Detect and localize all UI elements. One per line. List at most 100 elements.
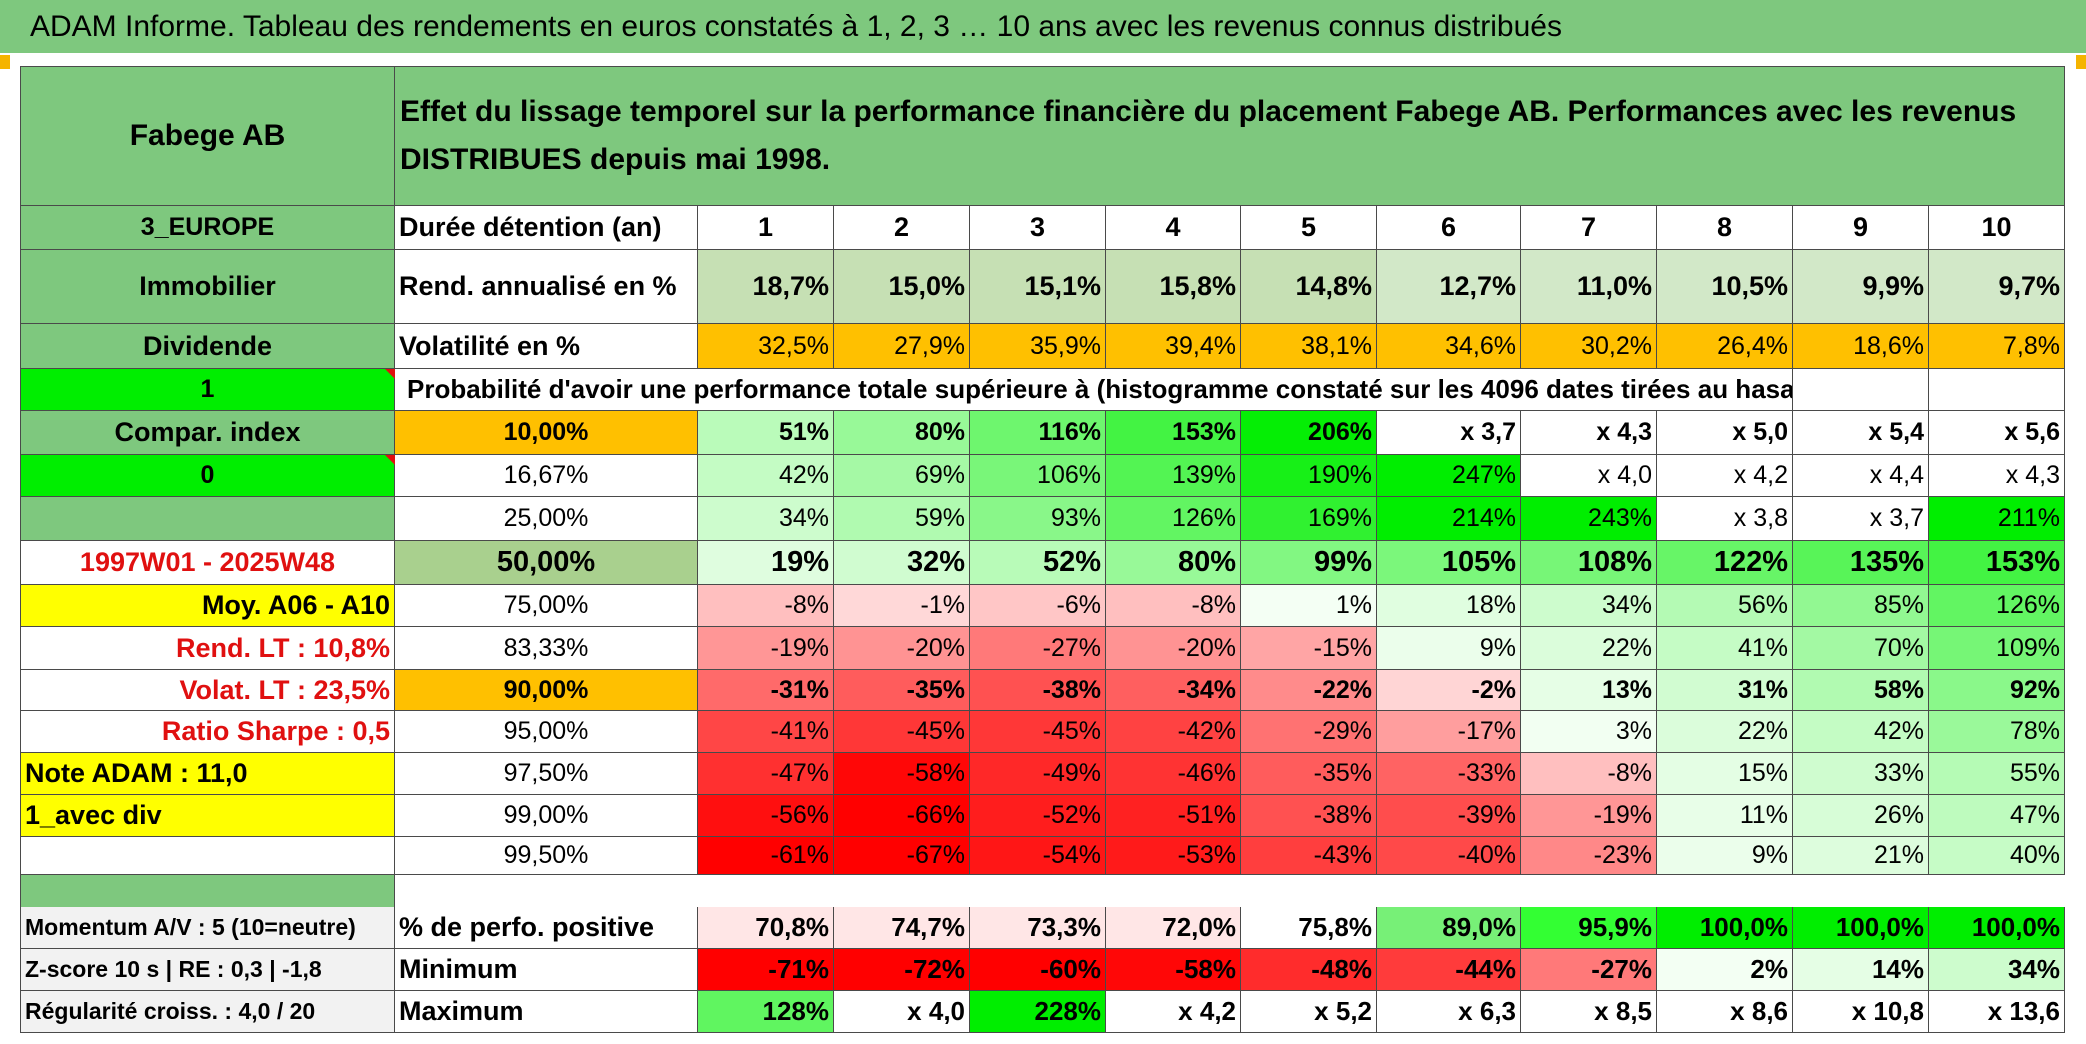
duration-10: 10: [1929, 206, 2065, 250]
blank-cell: [1793, 369, 1929, 411]
bottom-value: 14%: [1793, 949, 1929, 991]
corner-marker: [0, 55, 10, 69]
probability-value: -35%: [1241, 753, 1377, 795]
rend-label: Rend. annualisé en %: [395, 250, 698, 324]
duration-8: 8: [1657, 206, 1793, 250]
percentile-label: 25,00%: [395, 497, 698, 541]
probability-value: 93%: [970, 497, 1106, 541]
probability-value: 26%: [1793, 795, 1929, 837]
percentile-label: 10,00%: [395, 411, 698, 455]
duration-1: 1: [698, 206, 834, 250]
probability-value: x 4,0: [1521, 455, 1657, 497]
duration-4: 4: [1106, 206, 1241, 250]
bottom-value: -44%: [1377, 949, 1521, 991]
probability-value: -23%: [1521, 837, 1657, 875]
bottom-value: -48%: [1241, 949, 1377, 991]
sector-label: Immobilier: [21, 250, 395, 324]
bottom-value: x 13,6: [1929, 991, 2065, 1033]
probability-value: -2%: [1377, 670, 1521, 711]
percentile-label: 83,33%: [395, 627, 698, 670]
probability-value: -42%: [1106, 711, 1241, 753]
probability-value: 22%: [1657, 711, 1793, 753]
probability-value: 106%: [970, 455, 1106, 497]
probability-value: -6%: [970, 585, 1106, 627]
probability-value: -58%: [834, 753, 970, 795]
probability-value: x 5,4: [1793, 411, 1929, 455]
bottom-value: 228%: [970, 991, 1106, 1033]
probability-value: -38%: [1241, 795, 1377, 837]
flag-zero: 0: [21, 455, 395, 497]
volatility-label: Volatilité en %: [395, 324, 698, 369]
bottom-value: 100,0%: [1657, 907, 1793, 949]
gap-green-band: [21, 875, 395, 907]
bottom-value: x 8,6: [1657, 991, 1793, 1033]
blank-green-cell: [21, 497, 395, 541]
volatility-value: 18,6%: [1793, 324, 1929, 369]
probability-value: 243%: [1521, 497, 1657, 541]
rend-value: 15,1%: [970, 250, 1106, 324]
bottom-value: x 4,0: [834, 991, 970, 1033]
blank-cell: [1929, 369, 2065, 411]
dividend-mode: 1_avec div: [21, 795, 395, 837]
bottom-value: 74,7%: [834, 907, 970, 949]
blank-cell: [21, 837, 395, 875]
probability-value: -8%: [1521, 753, 1657, 795]
probability-value: -15%: [1241, 627, 1377, 670]
bottom-value: 100,0%: [1929, 907, 2065, 949]
probability-value: 92%: [1929, 670, 2065, 711]
probability-value: 99%: [1241, 541, 1377, 585]
duration-label: Durée détention (an): [395, 206, 698, 250]
probability-value: 34%: [1521, 585, 1657, 627]
probability-value: 116%: [970, 411, 1106, 455]
probability-value: -46%: [1106, 753, 1241, 795]
rend-value: 14,8%: [1241, 250, 1377, 324]
percentile-label: 97,50%: [395, 753, 698, 795]
probability-value: 42%: [698, 455, 834, 497]
probability-value: 11%: [1657, 795, 1793, 837]
probability-value: 55%: [1929, 753, 2065, 795]
probability-value: 9%: [1657, 837, 1793, 875]
probability-value: 34%: [698, 497, 834, 541]
probability-value: -39%: [1377, 795, 1521, 837]
probability-value: -22%: [1241, 670, 1377, 711]
region-label: 3_EUROPE: [21, 206, 395, 250]
sharpe-ratio: Ratio Sharpe : 0,5: [21, 711, 395, 753]
probability-value: 214%: [1377, 497, 1521, 541]
bottom-value: -58%: [1106, 949, 1241, 991]
bottom-indicator: Régularité croiss. : 4,0 / 20: [21, 991, 395, 1033]
bottom-value: 89,0%: [1377, 907, 1521, 949]
probability-value: x 3,7: [1377, 411, 1521, 455]
probability-value: 40%: [1929, 837, 2065, 875]
title-bar: ADAM Informe. Tableau des rendements en …: [0, 0, 2086, 53]
description: Effet du lissage temporel sur la perform…: [395, 67, 2065, 206]
bottom-value: 72,0%: [1106, 907, 1241, 949]
company-name: Fabege AB: [21, 67, 395, 206]
duration-3: 3: [970, 206, 1106, 250]
period-label: 1997W01 - 2025W48: [21, 541, 395, 585]
probability-value: -19%: [1521, 795, 1657, 837]
volatility-value: 35,9%: [970, 324, 1106, 369]
bottom-value: 95,9%: [1521, 907, 1657, 949]
probability-value: 85%: [1793, 585, 1929, 627]
probability-value: -45%: [834, 711, 970, 753]
probability-value: 78%: [1929, 711, 2065, 753]
duration-2: 2: [834, 206, 970, 250]
comment-marker: [385, 455, 395, 465]
probability-value: -31%: [698, 670, 834, 711]
probability-value: 80%: [834, 411, 970, 455]
probability-value: 153%: [1106, 411, 1241, 455]
probability-value: -53%: [1106, 837, 1241, 875]
volatility-value: 26,4%: [1657, 324, 1793, 369]
rend-value: 12,7%: [1377, 250, 1521, 324]
gap-white-band: [395, 875, 2065, 907]
probability-value: 153%: [1929, 541, 2065, 585]
probability-value: 3%: [1521, 711, 1657, 753]
volatility-value: 34,6%: [1377, 324, 1521, 369]
probability-value: -29%: [1241, 711, 1377, 753]
duration-7: 7: [1521, 206, 1657, 250]
probability-value: 15%: [1657, 753, 1793, 795]
probability-value: 108%: [1521, 541, 1657, 585]
bottom-value: x 4,2: [1106, 991, 1241, 1033]
probability-value: -54%: [970, 837, 1106, 875]
probability-value: 169%: [1241, 497, 1377, 541]
